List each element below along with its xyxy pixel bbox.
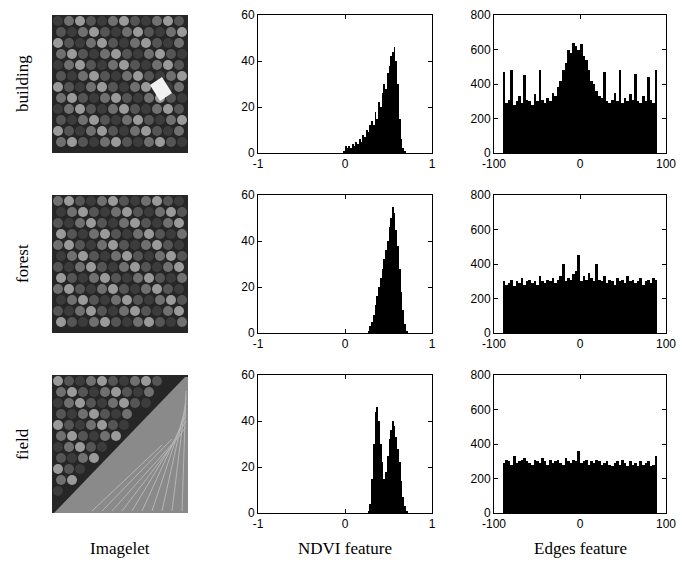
svg-text:100: 100 xyxy=(656,157,676,171)
svg-text:100: 100 xyxy=(656,517,676,531)
svg-text:60: 60 xyxy=(241,188,255,202)
svg-text:-100: -100 xyxy=(482,517,506,531)
svg-text:20: 20 xyxy=(241,100,255,114)
svg-text:0: 0 xyxy=(342,157,349,171)
svg-text:0: 0 xyxy=(484,506,491,520)
svg-text:200: 200 xyxy=(471,472,491,486)
svg-text:field: field xyxy=(13,428,32,460)
svg-text:20: 20 xyxy=(241,460,255,474)
svg-text:400: 400 xyxy=(471,257,491,271)
svg-text:400: 400 xyxy=(471,77,491,91)
svg-text:0: 0 xyxy=(342,517,349,531)
svg-text:0: 0 xyxy=(577,157,584,171)
svg-text:400: 400 xyxy=(471,437,491,451)
svg-text:60: 60 xyxy=(241,368,255,382)
svg-text:Imagelet: Imagelet xyxy=(90,539,150,558)
svg-text:0: 0 xyxy=(248,326,255,340)
svg-text:1: 1 xyxy=(429,337,436,351)
svg-text:600: 600 xyxy=(471,43,491,57)
svg-text:0: 0 xyxy=(248,506,255,520)
svg-text:600: 600 xyxy=(471,223,491,237)
svg-text:0: 0 xyxy=(484,326,491,340)
svg-text:NDVI feature: NDVI feature xyxy=(298,539,392,558)
svg-text:-1: -1 xyxy=(253,157,264,171)
svg-text:800: 800 xyxy=(471,368,491,382)
svg-text:20: 20 xyxy=(241,280,255,294)
svg-text:600: 600 xyxy=(471,403,491,417)
svg-text:-100: -100 xyxy=(482,337,506,351)
svg-text:0: 0 xyxy=(577,337,584,351)
svg-text:800: 800 xyxy=(471,8,491,22)
svg-text:0: 0 xyxy=(248,146,255,160)
svg-text:1: 1 xyxy=(429,517,436,531)
svg-text:building: building xyxy=(13,55,32,112)
svg-text:forest: forest xyxy=(13,244,32,283)
svg-text:Edges feature: Edges feature xyxy=(534,539,627,558)
svg-text:800: 800 xyxy=(471,188,491,202)
svg-text:-1: -1 xyxy=(253,337,264,351)
svg-text:40: 40 xyxy=(241,234,255,248)
svg-text:100: 100 xyxy=(656,337,676,351)
svg-text:1: 1 xyxy=(429,157,436,171)
svg-text:0: 0 xyxy=(342,337,349,351)
svg-text:60: 60 xyxy=(241,8,255,22)
svg-text:40: 40 xyxy=(241,54,255,68)
svg-text:200: 200 xyxy=(471,112,491,126)
svg-text:0: 0 xyxy=(577,517,584,531)
svg-text:40: 40 xyxy=(241,414,255,428)
svg-text:0: 0 xyxy=(484,146,491,160)
svg-text:-1: -1 xyxy=(253,517,264,531)
svg-text:-100: -100 xyxy=(482,157,506,171)
svg-text:200: 200 xyxy=(471,292,491,306)
